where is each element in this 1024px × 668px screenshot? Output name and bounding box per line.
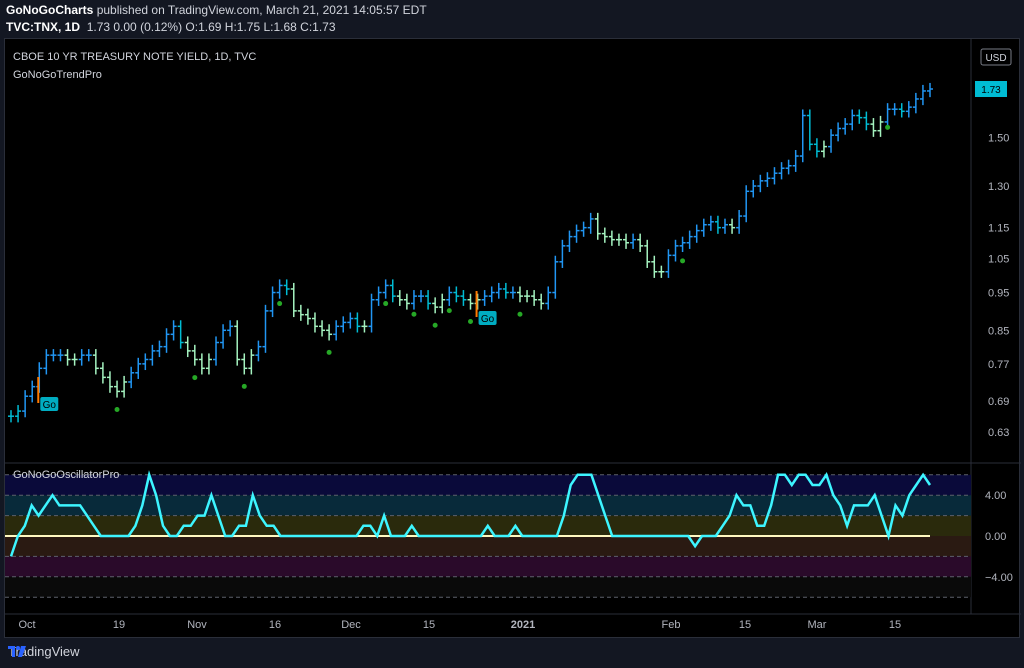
footer: TradingView [0,638,1024,668]
go-signal-dot [114,407,120,413]
published-text: published on TradingView.com, March 21, … [96,3,427,17]
osc-band-neutral-down [5,536,971,557]
go-signal-dot [432,322,438,328]
price-tick-label: 1.15 [988,223,1009,235]
time-tick-label: 19 [113,619,125,631]
tradingview-icon [8,646,26,657]
go-signal-dot [517,311,523,317]
symbol-label: TVC:TNX, 1D [6,20,81,34]
time-tick-label: 2021 [511,619,535,631]
time-tick-label: Mar [808,619,827,631]
chart-header: GoNoGoCharts published on TradingView.co… [0,0,1024,38]
osc-band-strong-nogo [5,576,971,598]
currency-box [980,48,1012,66]
publish-info: GoNoGoCharts published on TradingView.co… [6,3,427,17]
price-tick-label: 1.05 [988,254,1009,266]
osc-tick-label: 0.00 [985,531,1006,543]
go-signal-dot [446,308,452,314]
osc-tick-label: 4.00 [985,490,1006,502]
chart-canvas[interactable]: USD 0.63 0.69 0.77 0.85 0.95 1.05 1.15 1.30 1.50 1… [4,38,1021,639]
go-label-box [478,311,497,325]
price-tick-label: 1.50 [988,132,1009,144]
main-pane-title: CBOE 10 YR TREASURY NOTE YIELD, 1D, TVC [13,51,257,63]
osc-tick-label: −4.00 [985,572,1013,584]
price-tick-label: 0.69 [988,396,1009,408]
publisher-name[interactable]: GoNoGoCharts [6,3,94,17]
price-tick-label: 0.77 [988,359,1009,371]
time-tick-label: Oct [18,619,35,631]
time-tick-label: Feb [662,619,681,631]
go-signal-dot [468,319,473,325]
price-tick-label: 1.30 [988,181,1009,193]
last-price-label: 1.73 [981,85,1001,96]
time-tick-label: 15 [739,619,751,631]
time-tick-label: 15 [889,619,901,631]
trend-indicator-label: GoNoGoTrendPro [13,69,102,81]
oscillator-line [9,470,932,557]
time-tick-label: Nov [187,619,207,631]
osc-band-go [5,495,971,516]
go-signal-dot [326,349,332,355]
price-tick-label: 0.63 [988,427,1009,439]
tradingview-brand: TradingView [8,644,80,659]
go-signal-dot [241,383,247,389]
currency-label: USD [985,53,1006,64]
price-tick-label: 0.85 [988,325,1009,337]
go-label-box [40,397,59,411]
osc-band-nogo [5,556,971,577]
tradingview-logo[interactable]: TradingView [8,644,80,659]
go-signal-dot [277,301,283,307]
quote-line: TVC:TNX, 1D 1.73 0.00 (0.12%) O:1.69 H:1… [6,20,336,34]
last-price-tag [975,81,1007,97]
osc-band-strong-go [5,474,971,496]
quote-values: 1.73 0.00 (0.12%) O:1.69 H:1.75 L:1.68 C… [86,20,336,34]
time-tick-label: Dec [341,619,361,631]
go-signal-dot [680,258,686,264]
go-signal-dot [192,375,198,381]
oscillator-label: GoNoGoOscillatorPro [13,469,120,481]
go-signal-dot [885,124,891,130]
time-tick-label: 15 [423,619,435,631]
time-tick-label: 16 [269,619,281,631]
go-label-text: Go [481,314,495,325]
price-tick-label: 0.95 [988,288,1009,300]
go-signal-dot [411,311,417,317]
go-signal-dot [383,301,389,307]
chart-svg[interactable]: USD 0.63 0.69 0.77 0.85 0.95 1.05 1.15 1.30 1.50 1… [5,39,1021,639]
go-label-text: Go [43,400,57,411]
